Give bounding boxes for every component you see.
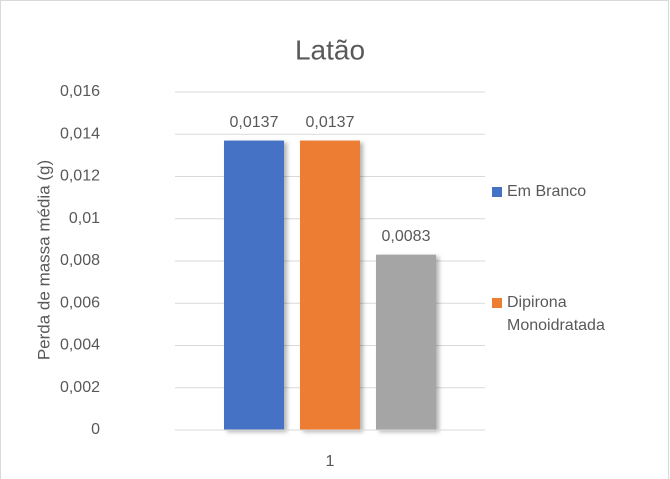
chart-title: Latão <box>295 34 365 65</box>
bar <box>224 140 284 430</box>
legend-label: Em Branco <box>507 183 587 200</box>
y-tick-label: 0,002 <box>60 379 100 396</box>
legend-swatch <box>492 298 502 308</box>
legend-label: Dipirona Monoidratada <box>507 294 605 334</box>
legend-entry: Em Branco <box>492 180 619 203</box>
y-tick-label: 0,004 <box>60 337 100 354</box>
legend-entry: Dipirona Monoidratada <box>492 291 619 337</box>
y-tick-label: 0,01 <box>69 210 100 227</box>
bar <box>300 140 360 430</box>
data-label: 0,0083 <box>382 228 431 245</box>
data-label: 0,0137 <box>230 114 279 131</box>
x-tick-label: 1 <box>326 453 335 470</box>
legend-swatch <box>492 187 502 197</box>
y-tick-label: 0,016 <box>60 83 100 100</box>
y-tick-label: 0 <box>91 421 100 438</box>
bar <box>376 254 436 430</box>
data-label: 0,0137 <box>306 114 355 131</box>
y-tick-label: 0,014 <box>60 125 100 142</box>
y-axis-title: Perda de massa média (g) <box>34 160 53 360</box>
y-tick-label: 0,012 <box>60 168 100 185</box>
y-tick-label: 0,006 <box>60 294 100 311</box>
y-tick-label: 0,008 <box>60 252 100 269</box>
